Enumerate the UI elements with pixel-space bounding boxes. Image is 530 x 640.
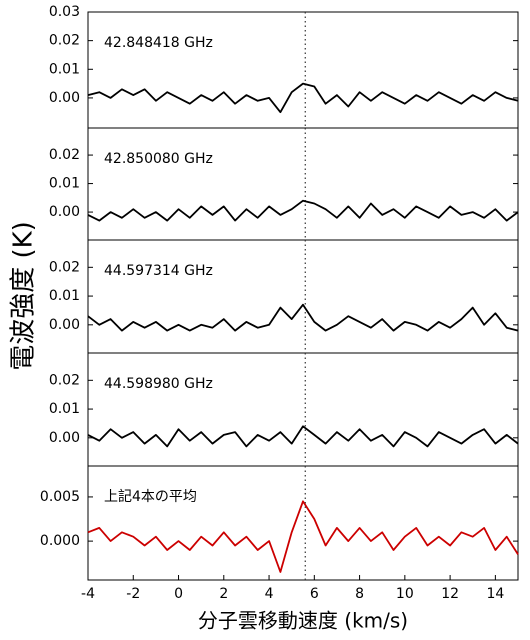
panel-frame: [87, 239, 519, 354]
x-tick-label: -4: [81, 586, 95, 602]
panel-label: 44.597314 GHz: [104, 263, 213, 279]
y-tick-label: 0.02: [49, 372, 80, 388]
panel-frame: [87, 127, 519, 241]
x-tick-label: 2: [219, 586, 228, 602]
panel-label: 44.598980 GHz: [104, 376, 213, 392]
x-tick-label: 12: [441, 586, 459, 602]
spectrum-line: [87, 303, 519, 332]
y-tick-label: 0.02: [49, 33, 80, 49]
x-tick-label: 4: [265, 586, 274, 602]
spectrum-line: [87, 500, 519, 573]
spectrum-line: [87, 199, 519, 222]
y-tick-label: 0.005: [40, 489, 80, 505]
panel-label: 42.850080 GHz: [104, 151, 213, 167]
spectrum-line: [87, 425, 519, 448]
x-tick-label: 10: [396, 586, 414, 602]
y-tick-label: 0.02: [49, 147, 80, 163]
y-tick-label: 0.00: [49, 90, 80, 106]
y-tick-label: 0.00: [49, 430, 80, 446]
x-axis-label: 分子雲移動速度 (km/s): [198, 609, 408, 633]
panel-frame: [87, 352, 519, 467]
y-tick-label: 0.01: [49, 176, 80, 192]
y-tick-label: 0.00: [49, 204, 80, 220]
y-tick-label: 0.00: [49, 317, 80, 333]
y-tick-label: 0.02: [49, 259, 80, 275]
panel-frame: [87, 11, 519, 129]
x-tick-label: 6: [310, 586, 319, 602]
x-tick-label: 0: [174, 586, 183, 602]
y-tick-label: 0.01: [49, 288, 80, 304]
y-tick-label: 0.01: [49, 401, 80, 417]
y-tick-label: 0.01: [49, 61, 80, 77]
panel-label: 42.848418 GHz: [104, 35, 213, 51]
y-tick-label: 0.000: [40, 533, 80, 549]
panel-frame: [87, 465, 519, 581]
y-tick-label: 0.03: [49, 4, 80, 20]
panel-label: 上記4本の平均: [104, 488, 197, 505]
x-tick-label: 8: [355, 586, 364, 602]
y-axis-label: 電波強度 (K): [9, 221, 39, 371]
x-tick-label: 14: [486, 586, 504, 602]
x-tick-label: -2: [126, 586, 140, 602]
spectrum-line: [87, 82, 519, 114]
